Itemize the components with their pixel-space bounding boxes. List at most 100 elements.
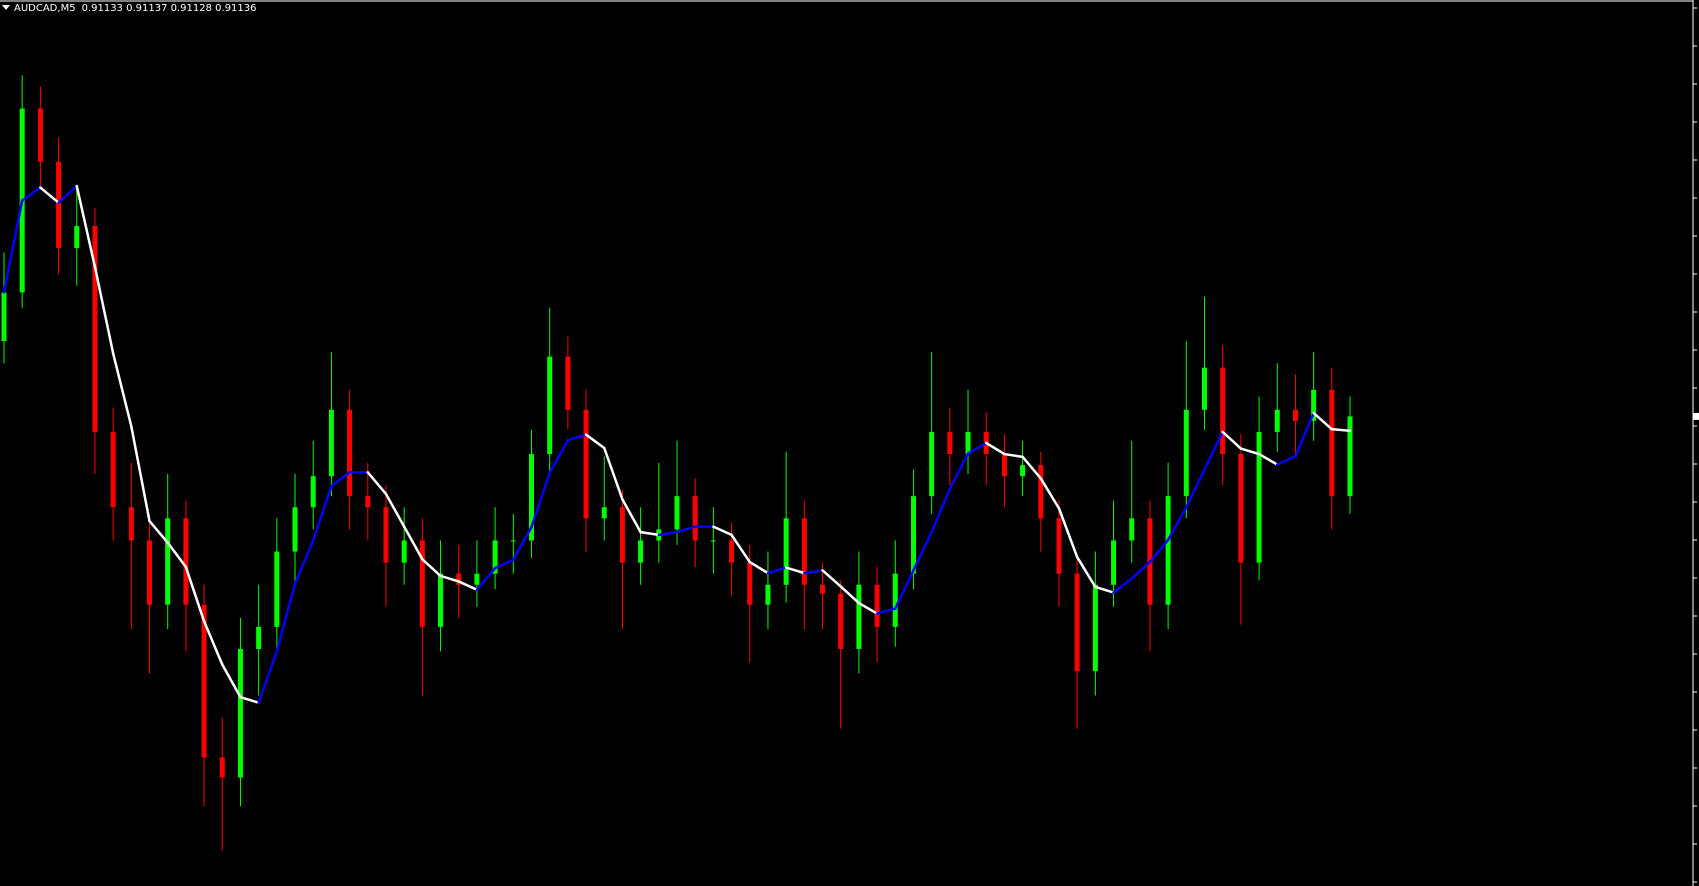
candle-body bbox=[547, 356, 553, 455]
ma-segment bbox=[1203, 430, 1224, 471]
ma-segment bbox=[803, 569, 824, 575]
candle-body bbox=[1129, 518, 1135, 541]
candle-body bbox=[674, 496, 680, 530]
candle-body bbox=[638, 540, 644, 563]
ma-segment bbox=[894, 569, 915, 610]
ma-segment bbox=[821, 569, 842, 588]
candle-body bbox=[1183, 409, 1189, 497]
ma-segment bbox=[512, 525, 533, 562]
ma-segment bbox=[421, 558, 442, 578]
candle-body bbox=[256, 626, 262, 649]
ma-segment bbox=[966, 441, 988, 455]
ma-segment bbox=[1221, 430, 1243, 450]
candle-body bbox=[1256, 431, 1262, 563]
moving-average-line bbox=[2, 184, 1352, 704]
candle-body bbox=[1329, 389, 1335, 497]
candle-body bbox=[1220, 367, 1226, 455]
candle-body bbox=[365, 496, 371, 508]
candle-body bbox=[37, 108, 43, 162]
chart-title: AUDCAD,M5 0.91133 0.91137 0.91128 0.91136 bbox=[2, 3, 257, 14]
ma-segment bbox=[1312, 411, 1334, 431]
ma-segment bbox=[602, 446, 624, 501]
candles bbox=[1, 75, 1353, 851]
candle-body bbox=[1001, 454, 1007, 477]
ma-segment bbox=[1003, 452, 1024, 459]
ma-segment bbox=[748, 560, 770, 575]
candle-body bbox=[237, 648, 243, 778]
ma-segment bbox=[293, 539, 315, 585]
candle-body bbox=[310, 476, 316, 508]
ma-segment bbox=[548, 438, 570, 475]
candle-body bbox=[292, 507, 298, 552]
ma-segment bbox=[75, 184, 97, 269]
candle-body bbox=[1165, 496, 1171, 605]
ma-segment bbox=[239, 695, 260, 704]
ma-segment bbox=[1166, 505, 1188, 542]
candle-body bbox=[838, 593, 844, 649]
ma-segment bbox=[1294, 411, 1315, 458]
candle-body bbox=[92, 225, 98, 432]
ma-segment bbox=[111, 352, 133, 428]
ma-segment bbox=[457, 580, 479, 591]
ma-segment bbox=[875, 607, 897, 615]
ma-segment bbox=[1148, 538, 1170, 564]
ma-segment bbox=[930, 487, 952, 534]
candle-body bbox=[528, 454, 534, 541]
ma-segment bbox=[257, 649, 279, 704]
ma-segment bbox=[330, 471, 351, 488]
dropdown-triangle-icon[interactable] bbox=[2, 5, 10, 10]
candle-body bbox=[710, 540, 716, 542]
ma-segment bbox=[475, 566, 497, 591]
candle-body bbox=[892, 573, 898, 627]
ma-segment bbox=[1185, 468, 1206, 509]
ma-segment bbox=[566, 433, 588, 442]
candle-body bbox=[401, 540, 407, 563]
ma-segment bbox=[439, 574, 460, 583]
candle-body bbox=[201, 604, 207, 758]
candle-body bbox=[965, 431, 971, 455]
candle-body bbox=[1092, 584, 1098, 672]
ma-segment bbox=[1021, 455, 1043, 480]
ma-segment bbox=[20, 186, 42, 202]
candle-body bbox=[801, 518, 807, 585]
ma-segment bbox=[912, 530, 933, 572]
candle-body bbox=[474, 573, 480, 585]
candle-body bbox=[110, 431, 116, 508]
ma-segment bbox=[1330, 427, 1352, 433]
candle-body bbox=[692, 496, 698, 541]
candle-body bbox=[383, 507, 389, 563]
ma-segment bbox=[148, 519, 169, 544]
candle-body bbox=[56, 161, 62, 249]
candle-body bbox=[747, 562, 753, 605]
candle-body bbox=[1201, 367, 1207, 410]
ma-segment bbox=[1094, 585, 1115, 594]
ma-segment bbox=[784, 566, 806, 575]
ma-segment bbox=[657, 530, 679, 537]
ma-segment bbox=[984, 441, 1006, 456]
ma-segment bbox=[621, 498, 642, 534]
ma-segment bbox=[857, 601, 879, 615]
candle-body bbox=[729, 540, 735, 563]
ma-segment bbox=[402, 525, 424, 561]
candle-body bbox=[1020, 465, 1026, 477]
ma-segment bbox=[130, 425, 151, 523]
candle-body bbox=[856, 584, 862, 649]
ma-segment bbox=[839, 585, 861, 605]
candle-body bbox=[1347, 416, 1353, 497]
symbol-label: AUDCAD,M5 bbox=[14, 3, 76, 14]
ma-segment bbox=[184, 565, 206, 623]
candle-body bbox=[783, 518, 789, 585]
candle-body bbox=[601, 507, 607, 519]
ma-segment bbox=[675, 525, 697, 534]
ma-segment bbox=[1239, 447, 1261, 456]
candle-body bbox=[165, 518, 171, 605]
ma-segment bbox=[311, 484, 333, 542]
ma-segment bbox=[384, 492, 406, 528]
candle-body bbox=[183, 518, 189, 605]
ma-segment bbox=[1039, 477, 1061, 510]
ma-segment bbox=[93, 265, 115, 355]
candle-body bbox=[438, 573, 444, 627]
ohlc-quote: 0.91133 0.91137 0.91128 0.91136 bbox=[81, 3, 257, 14]
ma-segment bbox=[275, 582, 297, 653]
